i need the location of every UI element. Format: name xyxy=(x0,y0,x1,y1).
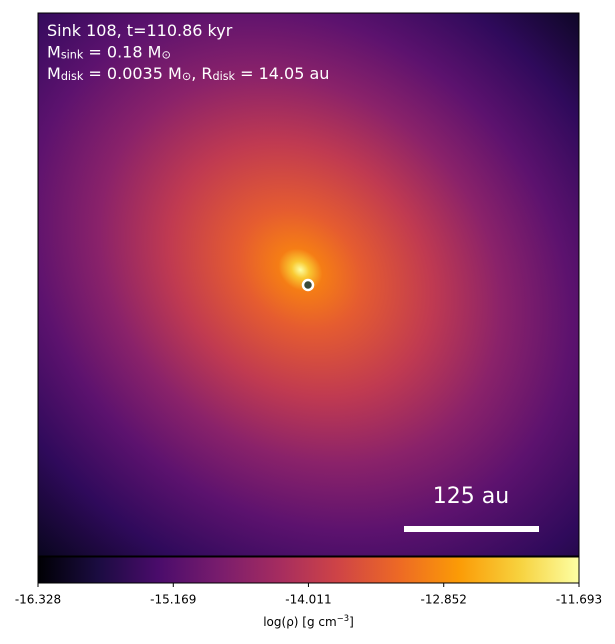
colorbar: -16.328 -15.169 -14.011 -12.852 -11.693 log(ρ… xyxy=(15,556,602,629)
text-segment: ⊙ xyxy=(182,70,191,83)
text-segment: M xyxy=(148,42,162,61)
text-segment: log(ρ) [g cm xyxy=(263,615,337,629)
colorbar-tick-label: -12.852 xyxy=(421,593,467,607)
annotation-line: Sink 108, t=110.86 kyr xyxy=(47,21,233,40)
text-segment: disk xyxy=(61,70,84,83)
text-segment: M xyxy=(168,64,182,83)
colorbar-tick-label: -14.011 xyxy=(285,593,331,607)
text-segment: Sink 108, t=110.86 kyr xyxy=(47,21,233,40)
text-segment: sink xyxy=(61,48,84,61)
text-segment: = 0.0035 xyxy=(83,64,168,83)
text-segment: M xyxy=(47,42,61,61)
sink-marker xyxy=(301,278,315,292)
text-segment: M xyxy=(47,64,61,83)
colorbar-tick-label: -16.328 xyxy=(15,593,61,607)
text-segment: = 0.18 xyxy=(83,42,147,61)
text-segment: , R xyxy=(191,64,212,83)
colorbar-tick-label: -11.693 xyxy=(556,593,602,607)
text-segment: ] xyxy=(349,615,354,629)
text-segment: ⊙ xyxy=(161,48,170,61)
colorbar-gradient xyxy=(37,556,580,584)
colorbar-tick-label: -15.169 xyxy=(150,593,196,607)
scale-bar-label: 125 au xyxy=(433,484,509,509)
text-segment: = 14.05 au xyxy=(235,64,329,83)
colorbar-label: log(ρ) [g cm−3] xyxy=(263,613,354,628)
annotation-line: Msink = 0.18 M⊙ xyxy=(47,42,171,61)
text-segment: disk xyxy=(212,70,235,83)
text-segment: −3 xyxy=(337,613,349,623)
frame xyxy=(37,12,580,557)
annotation-line: Mdisk = 0.0035 M⊙, Rdisk = 14.05 au xyxy=(47,64,329,83)
